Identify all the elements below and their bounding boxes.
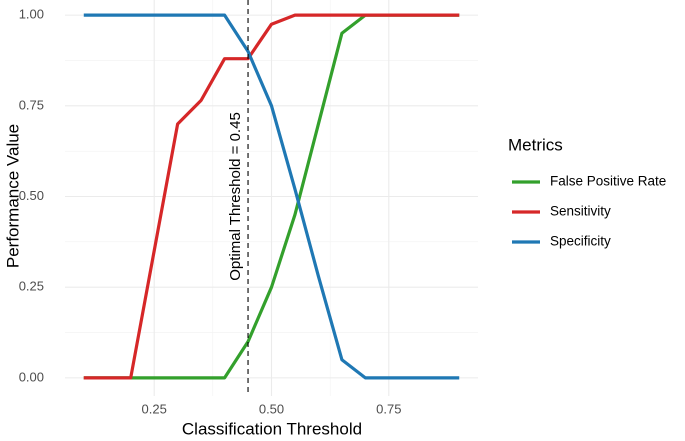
x-tick-label: 0.75 [376, 401, 401, 416]
y-tick-label: 0.00 [19, 369, 44, 384]
y-tick-label: 0.50 [19, 188, 44, 203]
threshold-label: Optimal Threshold = 0.45 [227, 112, 244, 281]
x-tick-label: 0.50 [259, 401, 284, 416]
y-tick-label: 1.00 [19, 7, 44, 22]
y-tick-label: 0.75 [19, 97, 44, 112]
x-axis-title: Classification Threshold [182, 419, 362, 438]
legend-label: Sensitivity [550, 204, 611, 219]
legend-label: Specificity [550, 234, 611, 249]
legend-label: False Positive Rate [550, 174, 666, 189]
y-tick-label: 0.25 [19, 279, 44, 294]
line [83, 13, 460, 380]
legend-title: Metrics [508, 135, 563, 154]
line [83, 13, 460, 380]
x-tick-label: 0.25 [142, 401, 167, 416]
y-axis-title: Performance Value [3, 124, 22, 268]
